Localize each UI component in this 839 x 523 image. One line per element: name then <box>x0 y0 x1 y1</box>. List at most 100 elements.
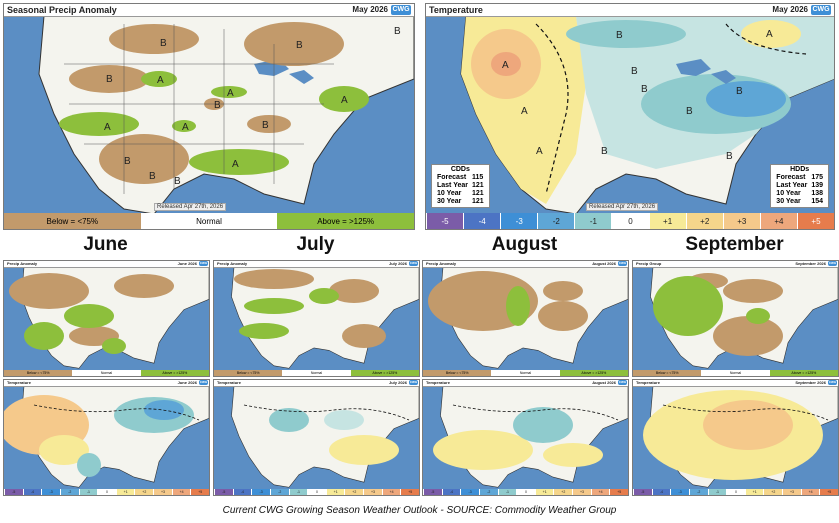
temp-panel-title: Temperature <box>636 380 660 385</box>
released-note: Released Apr 27th, 2026 <box>586 203 659 211</box>
temp-scale: -5 -4 -3 -2 -1 0 +1 +2 +3 +4 +5 <box>426 213 834 229</box>
temp-main-date: May 2026 <box>772 5 808 14</box>
temp-panel-date: July 2026 <box>388 380 407 385</box>
scale-cell: -4 <box>441 489 461 495</box>
month-heading-july: July <box>296 234 335 255</box>
precip-panel-header: Precip Anomaly August 2026 CWG <box>423 261 628 268</box>
precip-graphic <box>423 261 628 376</box>
scale-cell: +2 <box>134 489 154 495</box>
scale-cell: -4 <box>463 213 501 229</box>
cwg-logo: CWG <box>828 380 837 385</box>
precip-panel-header: Precip Anomaly July 2026 CWG <box>214 261 419 268</box>
cwg-logo: CWG <box>199 380 208 385</box>
scale-cell: -5 <box>4 489 23 495</box>
hdd-row-label: Forecast <box>776 174 806 181</box>
precip-panel-date: June 2026 <box>177 261 197 266</box>
cdd-header: CDDs <box>450 166 470 173</box>
month-heading-june: June <box>83 234 128 255</box>
temp-graphic <box>214 380 419 495</box>
scale-cell: -2 <box>59 489 79 495</box>
scale-cell: +1 <box>325 489 345 495</box>
temp-panel-scale: -5 -4 -3 -2 -1 0 +1 +2 +3 +4 +5 <box>633 489 838 495</box>
precip-panel-legend: Below = <75% Normal Above = >125% <box>4 370 209 376</box>
scale-cell: +3 <box>153 489 172 495</box>
temp-panel-scale: -5 -4 -3 -2 -1 0 +1 +2 +3 +4 +5 <box>4 489 209 495</box>
temp-main-graphic: A A A B B B B B B A B <box>426 4 834 229</box>
scale-cell: +2 <box>344 489 364 495</box>
temp-panel-title: Temperature <box>217 380 241 385</box>
dry-area <box>723 279 783 303</box>
scale-cell: -1 <box>574 213 612 229</box>
cdd-row-label: Last Year <box>437 182 469 189</box>
precip-main-header: Seasonal Precip Anomaly May 2026 CWG <box>4 4 414 17</box>
temp-main-header: Temperature May 2026 CWG <box>426 4 834 17</box>
scale-cell: +1 <box>115 489 135 495</box>
precip-map-august: Precip Anomaly August 2026 CWG Below = <75%… <box>422 260 629 377</box>
hdd-row-value: 138 <box>811 190 823 197</box>
precip-main-map: B B B B B A A A A A A B B B B Seasonal P… <box>3 3 415 230</box>
temp-label: A <box>766 29 773 40</box>
cdd-box: CDDs Forecast 115 Last Year 121 10 Year 121… <box>431 164 490 208</box>
scale-cell: +3 <box>782 489 801 495</box>
scale-cell: -3 <box>500 213 538 229</box>
scale-cell: +2 <box>553 489 573 495</box>
scale-cell: -5 <box>426 213 464 229</box>
normal-contour <box>243 404 410 421</box>
cdd-row-value: 121 <box>472 190 484 197</box>
wet-area <box>24 322 64 350</box>
scale-cell: -2 <box>478 489 498 495</box>
scale-cell: -2 <box>269 489 289 495</box>
dry-area <box>9 273 89 309</box>
scale-cell: +5 <box>819 489 838 495</box>
hdd-row-value: 154 <box>811 198 823 205</box>
temp-area <box>703 400 793 450</box>
precip-main-date: May 2026 <box>352 5 388 14</box>
precip-label: B <box>124 156 131 167</box>
temp-area <box>329 435 399 465</box>
legend-below: Below = <75% <box>633 370 702 376</box>
scale-cell: +1 <box>648 213 686 229</box>
cwg-logo: CWG <box>618 261 627 266</box>
temp-panel-header: Temperature June 2026 CWG <box>4 380 209 387</box>
legend-above: Above = >125% <box>769 370 838 376</box>
legend-below: Below = <75% <box>4 213 141 229</box>
scale-cell: -5 <box>423 489 442 495</box>
dry-area <box>543 281 583 301</box>
temp-graphic <box>4 380 209 495</box>
legend-above: Above = >125% <box>140 370 209 376</box>
month-heading-september: September <box>685 234 784 255</box>
scale-cell: -4 <box>232 489 252 495</box>
legend-below: Below = <75% <box>423 370 492 376</box>
normal-contour <box>452 404 619 421</box>
precip-label: A <box>341 95 348 106</box>
hdd-row-label: 30 Year <box>776 198 801 205</box>
hdd-row-value: 175 <box>811 174 823 181</box>
temp-label: B <box>631 66 638 77</box>
temp-area <box>513 407 573 443</box>
precip-panel-legend: Below = <75% Normal Above = >125% <box>214 370 419 376</box>
legend-normal: Normal <box>701 370 770 376</box>
dry-area <box>234 269 314 289</box>
scale-cell: +5 <box>400 489 419 495</box>
cwg-logo: CWG <box>409 380 418 385</box>
wet-area <box>506 286 530 326</box>
hdd-row-label: Last Year <box>776 182 808 189</box>
dry-area <box>713 316 783 356</box>
cwg-logo: CWG <box>618 380 627 385</box>
temp-graphic <box>423 380 628 495</box>
precip-legend: Below = <75% Normal Above = >125% <box>4 213 414 229</box>
precip-panel-title: Precip Anomaly <box>217 261 248 266</box>
cdd-row-value: 121 <box>472 198 484 205</box>
normal-contour <box>33 404 200 421</box>
precip-label: B <box>149 171 156 182</box>
scale-cell: +5 <box>609 489 628 495</box>
scale-cell: 0 <box>726 489 745 495</box>
wet-area <box>309 288 339 304</box>
temp-map-july: Temperature July 2026 CWG -5 -4 -3 -2 -1 0 +1 +2 +3… <box>213 379 420 496</box>
temp-label: B <box>601 146 608 157</box>
precip-panel-date: July 2026 <box>388 261 407 266</box>
scale-cell: -5 <box>633 489 652 495</box>
temp-label: A <box>536 146 543 157</box>
wet-area <box>239 323 289 339</box>
precip-graphic <box>633 261 838 376</box>
